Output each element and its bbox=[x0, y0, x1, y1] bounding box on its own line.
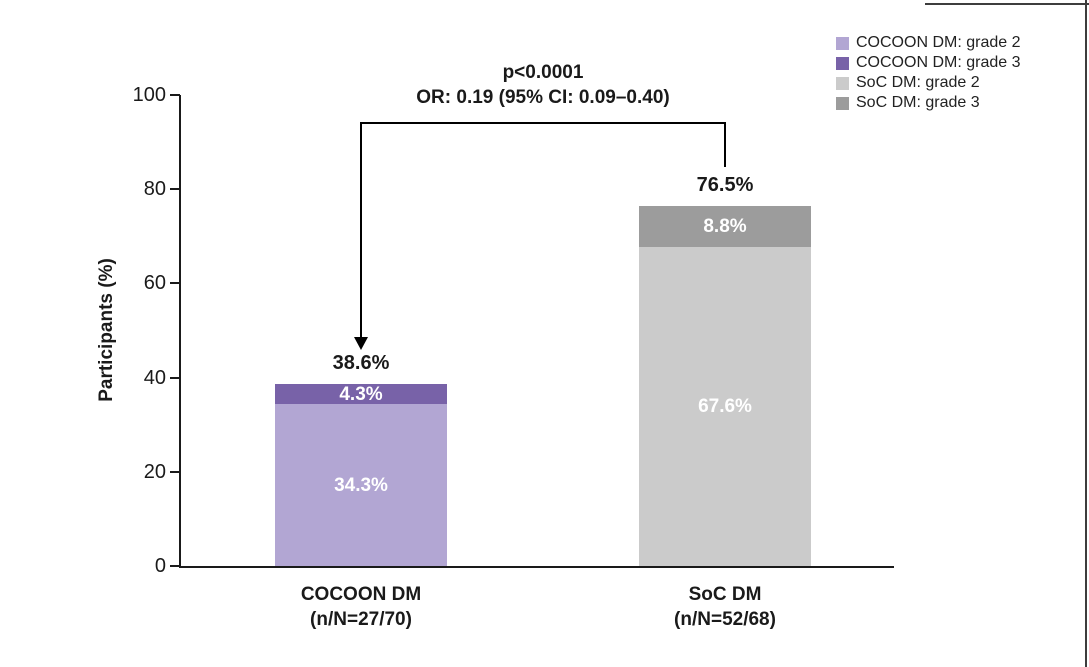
bar-segment-cocoon-dm-grade-2: 34.3% bbox=[275, 404, 447, 566]
y-axis-line bbox=[179, 95, 181, 568]
legend-item: SoC DM: grade 3 bbox=[836, 93, 1020, 113]
legend-item: COCOON DM: grade 3 bbox=[836, 53, 1020, 73]
p-value-text: p<0.0001 bbox=[502, 62, 584, 83]
down-arrow-icon bbox=[354, 337, 368, 350]
legend-swatch-icon bbox=[836, 56, 849, 70]
legend-item-label: COCOON DM: grade 3 bbox=[856, 54, 1021, 71]
x-category-n: (n/N=27/70) bbox=[310, 609, 412, 630]
y-axis-title: Participants (%) bbox=[96, 258, 117, 402]
segment-value-label: 8.8% bbox=[703, 216, 747, 237]
y-tick-label: 80 bbox=[143, 178, 166, 200]
significance-bracket-horizontal bbox=[361, 122, 726, 124]
y-tick-mark bbox=[170, 377, 180, 379]
page-frame-right-edge bbox=[1085, 0, 1087, 667]
y-tick-mark bbox=[170, 94, 180, 96]
legend-item: SoC DM: grade 2 bbox=[836, 73, 1020, 93]
x-category-n: (n/N=52/68) bbox=[674, 609, 776, 630]
x-category-name: SoC DM bbox=[688, 584, 762, 605]
y-tick-label: 100 bbox=[132, 84, 166, 106]
segment-value-label: 34.3% bbox=[334, 474, 388, 496]
bar-total-label: 38.6% bbox=[332, 352, 390, 374]
stats-annotation: p<0.0001 OR: 0.19 (95% CI: 0.09–0.40) bbox=[363, 60, 723, 110]
y-tick-mark bbox=[170, 188, 180, 190]
segment-value-label: 67.6% bbox=[698, 396, 752, 417]
legend-swatch-icon bbox=[836, 96, 849, 110]
y-tick-label: 40 bbox=[143, 367, 166, 389]
x-category-name: COCOON DM bbox=[300, 584, 422, 605]
x-category-label: SoC DM (n/N=52/68) bbox=[605, 582, 845, 632]
odds-ratio-text: OR: 0.19 (95% CI: 0.09–0.40) bbox=[416, 87, 670, 108]
segment-value-label: 4.3% bbox=[339, 383, 383, 405]
y-tick-mark bbox=[170, 471, 180, 473]
bar-segment-soc-dm-grade-3: 8.8% bbox=[639, 206, 811, 247]
y-tick-label: 0 bbox=[154, 555, 166, 577]
y-tick-label: 20 bbox=[143, 461, 166, 483]
legend-item-label: SoC DM: grade 3 bbox=[856, 94, 980, 111]
y-tick-label: 60 bbox=[143, 272, 166, 294]
y-tick-mark bbox=[170, 282, 180, 284]
bar-total-label: 76.5% bbox=[696, 174, 754, 196]
y-tick-mark bbox=[170, 565, 180, 567]
legend-swatch-icon bbox=[836, 76, 849, 90]
page-frame-top-edge bbox=[925, 3, 1089, 5]
legend-item-label: SoC DM: grade 2 bbox=[856, 74, 980, 91]
legend-swatch-icon bbox=[836, 36, 849, 50]
significance-bracket-left-drop bbox=[360, 122, 362, 338]
bar-segment-soc-dm-grade-2: 67.6% bbox=[639, 247, 811, 566]
legend-item-label: COCOON DM: grade 2 bbox=[856, 34, 1021, 51]
legend: COCOON DM: grade 2 COCOON DM: grade 3 SoC … bbox=[836, 33, 1020, 113]
x-category-label: COCOON DM (n/N=27/70) bbox=[241, 582, 481, 632]
bar-segment-cocoon-dm-grade-3: 4.3% bbox=[275, 384, 447, 404]
significance-bracket-right-drop bbox=[724, 122, 726, 167]
x-axis-line bbox=[179, 566, 894, 568]
legend-item: COCOON DM: grade 2 bbox=[836, 33, 1020, 53]
